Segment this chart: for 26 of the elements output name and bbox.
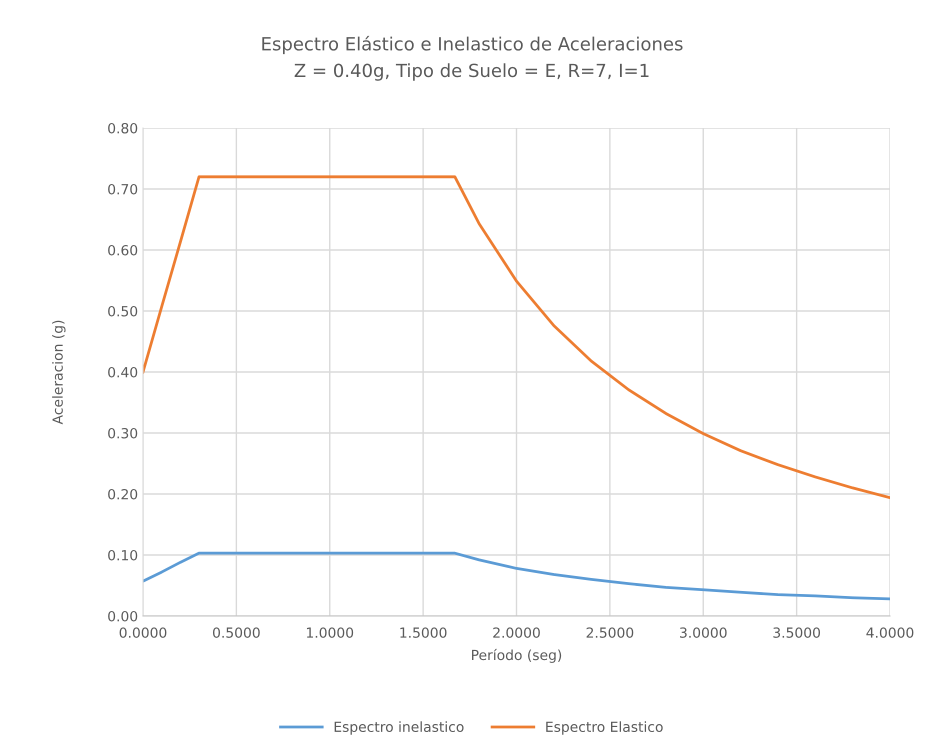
chart-subtitle: Z = 0.40g, Tipo de Suelo = E, R=7, I=1	[294, 63, 648, 81]
line-series	[143, 552, 890, 600]
y-tick-label: 0.20	[108, 488, 138, 500]
x-tick-label: 2.0000	[493, 627, 540, 638]
y-tick-label: 0.70	[108, 184, 138, 194]
y-axis-title: Aceleracion (g)	[52, 320, 66, 424]
line-series	[143, 175, 890, 500]
x-tick-label: 4.0000	[866, 627, 914, 638]
x-tick-label: 0.0000	[120, 627, 166, 638]
x-tick-label: 3.0000	[680, 627, 727, 638]
y-tick-label: 0.00	[108, 610, 138, 622]
chart-title: Espectro Elástico e Inelastico de Aceleraciones	[262, 36, 683, 54]
x-tick-label: 3.5000	[773, 627, 820, 638]
y-tick-label: 0.10	[108, 550, 138, 560]
y-tick-label: 0.40	[108, 366, 138, 378]
y-tick-label: 0.60	[108, 244, 138, 256]
y-tick-label: 0.30	[108, 428, 138, 438]
legend-label: Espectro Elastico	[546, 721, 663, 735]
x-tick-label: 1.0000	[306, 627, 354, 638]
x-tick-label: 1.5000	[400, 627, 446, 638]
x-tick-label: 2.5000	[586, 627, 634, 638]
y-tick-label: 0.50	[108, 306, 138, 316]
x-axis-title: Período (seg)	[472, 648, 562, 663]
y-tick-label: 0.80	[108, 122, 138, 134]
x-tick-label: 0.5000	[212, 627, 260, 638]
legend-label: Espectro inelastico	[334, 721, 464, 735]
